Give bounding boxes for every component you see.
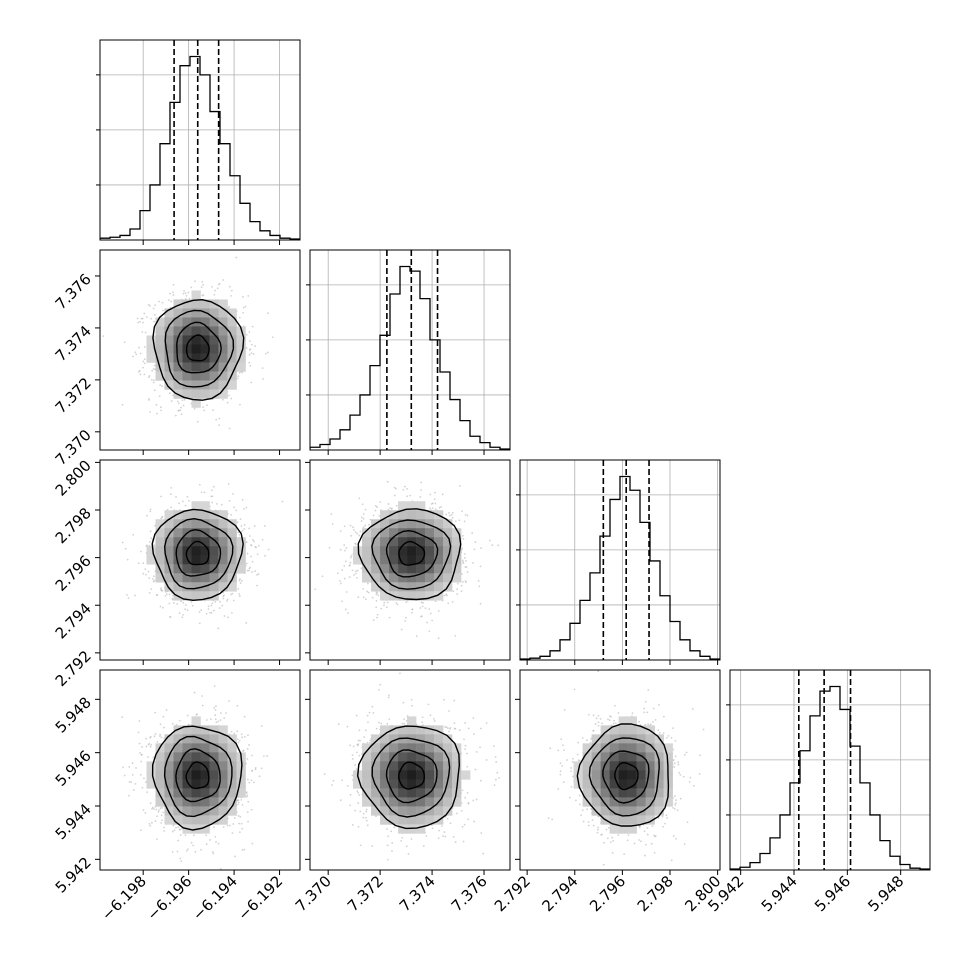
panel-0-1 [95, 249, 301, 455]
panel-2-2 [516, 459, 721, 665]
panel-frame [309, 459, 511, 661]
contour-1 [176, 321, 222, 374]
contour-2 [163, 735, 233, 818]
x-tick-label: 2.794 [538, 872, 581, 915]
x-tick-label: 7.374 [396, 872, 439, 915]
contour-3 [356, 725, 461, 830]
y-tick-label: 7.372 [52, 374, 95, 417]
x-tick-label: −6.194 [189, 872, 241, 924]
contour-1 [602, 750, 650, 804]
panel-frame [519, 459, 721, 661]
histogram-2 [520, 475, 720, 660]
contour-3 [152, 298, 245, 401]
panel-1-3 [305, 669, 511, 875]
x-tick-label: 2.792 [491, 872, 534, 915]
y-tick-label: 5.948 [52, 693, 95, 736]
contour-0 [185, 761, 210, 790]
contour-2 [371, 737, 451, 818]
x-tick-label: 7.372 [344, 872, 387, 915]
y-tick-label: 2.792 [52, 647, 95, 690]
contour-2 [371, 519, 452, 590]
histogram-0 [100, 55, 300, 240]
panel-frame [519, 669, 721, 871]
histogram-1 [310, 265, 510, 450]
contour-3 [151, 508, 244, 602]
contour-3 [357, 508, 462, 601]
contour-2 [588, 737, 660, 817]
density-cells [353, 501, 462, 601]
x-tick-label: −6.192 [234, 872, 286, 924]
y-tick-label: 5.946 [52, 747, 95, 790]
panel-frame [729, 669, 931, 871]
x-tick-label: −6.196 [143, 872, 195, 924]
contour-0 [398, 540, 426, 566]
histogram-3 [730, 685, 930, 870]
panel-0-2 [95, 459, 301, 665]
contour-1 [175, 748, 221, 803]
contour-1 [385, 529, 439, 578]
y-tick-label: 5.942 [52, 853, 95, 896]
x-tick-label: 2.798 [634, 872, 677, 915]
x-tick-label: 5.944 [758, 872, 801, 915]
contour-0 [185, 540, 210, 566]
panel-1-2 [305, 459, 511, 665]
contour-0 [397, 761, 425, 790]
panel-frame [99, 249, 301, 451]
x-tick-label: 5.946 [811, 872, 854, 915]
y-tick-label: 7.376 [52, 270, 95, 313]
y-tick-label: 7.374 [52, 322, 95, 365]
contour-0 [614, 761, 639, 791]
panel-0-0 [96, 39, 301, 245]
panel-frame [309, 249, 511, 451]
x-tick-label: 5.948 [864, 872, 907, 915]
panel-2-3 [515, 669, 721, 875]
density-cells [146, 716, 246, 834]
contour-1 [385, 749, 438, 804]
panel-frame [99, 39, 301, 241]
y-tick-label: 2.794 [52, 599, 95, 642]
density-cells [146, 501, 246, 601]
panel-frame [99, 459, 301, 661]
y-tick-label: 7.370 [52, 426, 95, 469]
x-tick-label: 2.796 [586, 872, 629, 915]
x-tick-label: −6.198 [98, 872, 150, 924]
x-tick-label: 7.370 [292, 872, 335, 915]
contour-1 [175, 528, 222, 577]
y-tick-label: 5.944 [52, 800, 95, 843]
contour-0 [185, 334, 210, 362]
panel-1-1 [306, 249, 511, 455]
x-tick-label: 7.376 [448, 872, 491, 915]
y-tick-label: 2.796 [52, 552, 95, 595]
contour-2 [164, 309, 235, 388]
contour-2 [163, 517, 234, 590]
panel-0-3 [95, 669, 301, 875]
contour-3 [576, 723, 670, 827]
contour-3 [151, 725, 243, 831]
panel-frame [309, 669, 511, 871]
panel-frame [99, 669, 301, 871]
y-tick-label: 2.798 [52, 504, 95, 547]
density-cells [146, 290, 246, 408]
panel-3-3 [726, 669, 931, 875]
